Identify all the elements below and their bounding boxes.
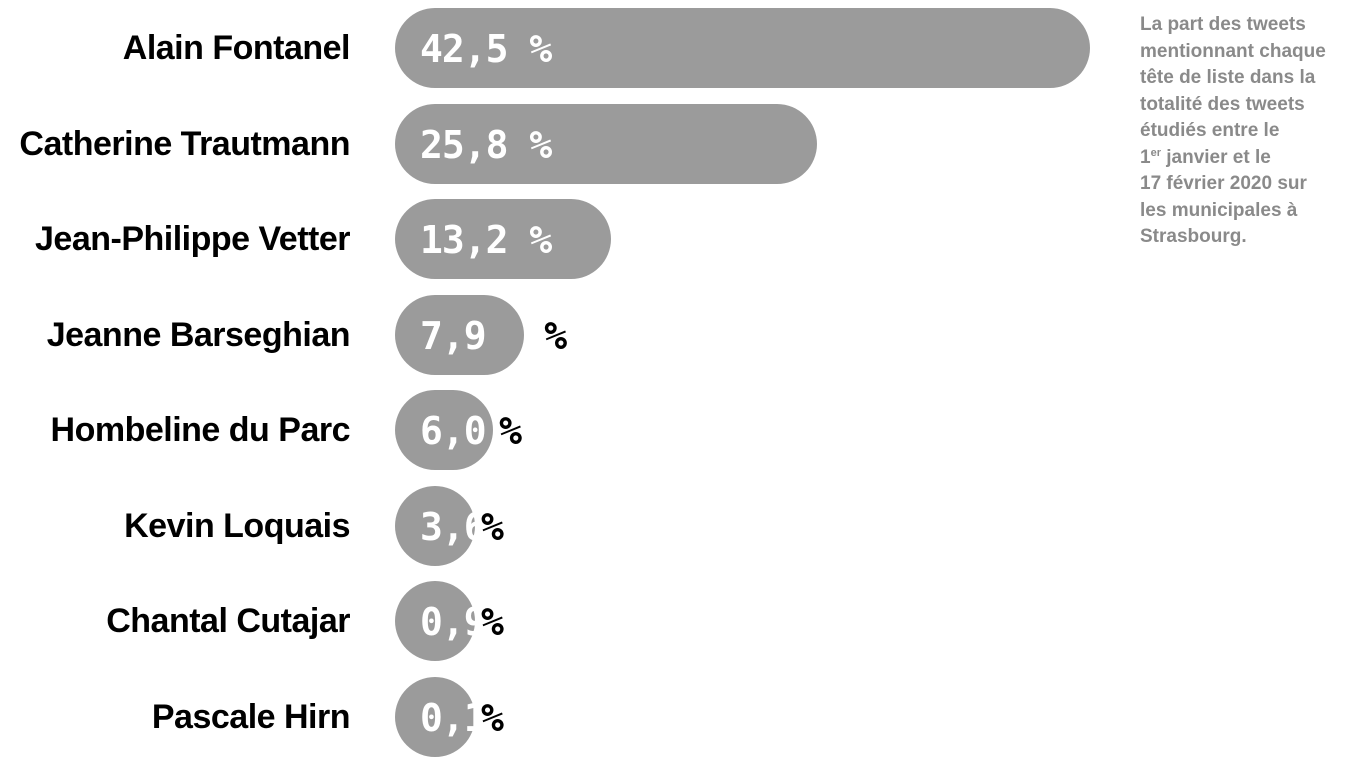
- bar-row: Chantal Cutajar 0,9%: [0, 581, 1090, 661]
- note-line: 1er janvier et le: [1140, 145, 1355, 172]
- data-label: 0,9%: [420, 600, 504, 644]
- bar: [395, 103, 817, 184]
- category-label: Pascale Hirn: [151, 697, 351, 736]
- bar-chart: Alain Fontanel 42,5 % Catherine Trautmann 2…: [0, 8, 1090, 757]
- bar: [395, 294, 525, 375]
- chart-note: La part des tweets mentionnant chaque tê…: [1140, 12, 1355, 251]
- category-label: Jeanne Barseghian: [46, 315, 351, 354]
- category-label: Alain Fontanel: [122, 29, 351, 67]
- category-label: Jean-Philippe Vetter: [35, 220, 351, 258]
- data-label: 3,6%: [420, 504, 504, 549]
- bar: [395, 581, 475, 661]
- bar-row: Jean-Philippe Vetter 13,2 %: [0, 199, 1090, 279]
- bar: [395, 676, 475, 757]
- data-label: 7,9%: [420, 313, 567, 358]
- note-line: tête de liste dans la: [1140, 67, 1316, 88]
- bar-row: Jeanne Barseghian 7,9%: [0, 294, 1090, 375]
- note-line: totalité des tweets: [1140, 93, 1305, 115]
- note-line: Strasbourg.: [1140, 226, 1247, 247]
- category-label: Kevin Loquais: [124, 506, 350, 545]
- data-label: 42,5 %: [420, 27, 552, 71]
- data-label: 25,8 %: [420, 122, 552, 167]
- data-label: 6,0%: [420, 409, 522, 453]
- bar-row: Hombeline du Parc 6,0%: [0, 390, 1090, 470]
- note-date-day: 1: [1140, 146, 1151, 168]
- note-line: La part des tweets: [1140, 14, 1306, 35]
- bar-row: Alain Fontanel 42,5 %: [0, 8, 1090, 88]
- note-line: mentionnant chaque: [1140, 40, 1326, 62]
- note-date-rest: janvier et le: [1160, 146, 1271, 168]
- bar-row: Kevin Loquais 3,6%: [0, 485, 1090, 566]
- category-label: Hombeline du Parc: [50, 411, 351, 449]
- category-label: Catherine Trautmann: [19, 124, 350, 163]
- note-line: étudiés entre le: [1140, 120, 1280, 141]
- bar: [395, 199, 611, 279]
- bar: [395, 390, 494, 470]
- bar: [395, 8, 1090, 88]
- note-line: 17 février 2020 sur: [1140, 173, 1307, 194]
- note-line: les municipales à: [1140, 199, 1298, 221]
- bar-row: Pascale Hirn 0,1%: [0, 676, 1090, 757]
- note-date-ordinal: er: [1150, 146, 1161, 159]
- bar-row: Catherine Trautmann 25,8 %: [0, 103, 1090, 184]
- category-label: Chantal Cutajar: [106, 602, 350, 640]
- bar: [395, 485, 475, 566]
- data-label: 13,2 %: [420, 218, 552, 262]
- data-label: 0,1%: [420, 695, 504, 740]
